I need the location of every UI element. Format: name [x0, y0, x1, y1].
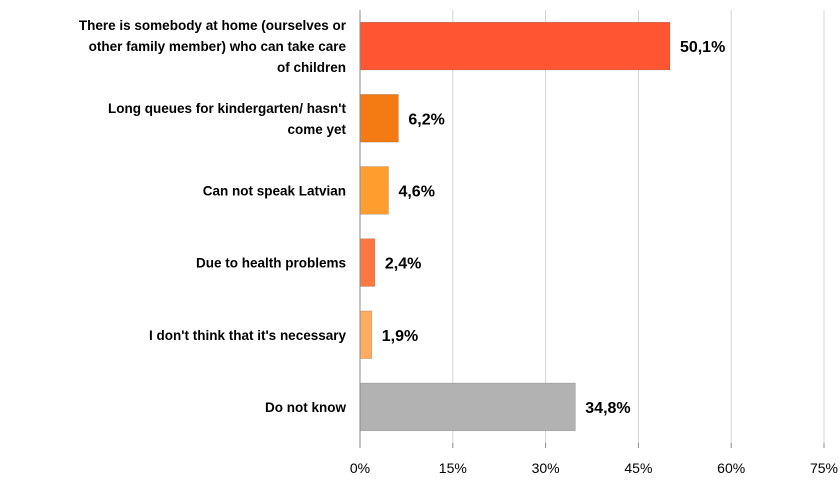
- data-label: 50,1%: [680, 39, 725, 56]
- category-label: Can not speak Latvian: [203, 183, 346, 198]
- gridlines: [452, 10, 825, 443]
- category-labels: There is somebody at home (ourselves or o…: [79, 18, 347, 415]
- value-labels: 50,1% 6,2% 4,6% 2,4% 1,9% 34,8%: [382, 39, 726, 417]
- category-label: Long queues for kindergarten/ hasn't come…: [108, 101, 346, 137]
- bar: [359, 238, 376, 287]
- category-label: Do not know: [265, 400, 346, 415]
- data-label: 34,8%: [585, 400, 630, 417]
- bar: [359, 21, 671, 71]
- bars: [359, 21, 671, 432]
- data-label: 1,9%: [382, 328, 418, 345]
- x-tick-label: 45%: [624, 460, 652, 476]
- x-tick-label: 15%: [439, 460, 467, 476]
- data-label: 6,2%: [408, 111, 444, 128]
- bar: [359, 310, 373, 359]
- bar: [359, 382, 576, 432]
- x-tick-label: 0%: [350, 460, 370, 476]
- category-label: There is somebody at home (ourselves or o…: [79, 18, 347, 75]
- x-axis-ticks: 0% 15% 30% 45% 60% 75%: [350, 443, 838, 476]
- category-label: Due to health problems: [196, 256, 346, 271]
- x-tick-label: 75%: [810, 460, 838, 476]
- x-tick-label: 60%: [717, 460, 745, 476]
- bar: [359, 166, 389, 215]
- category-label: I don't think that it's necessary: [149, 328, 346, 343]
- x-tick-label: 30%: [532, 460, 560, 476]
- bar: [359, 94, 399, 143]
- data-label: 4,6%: [398, 183, 434, 200]
- data-label: 2,4%: [385, 256, 421, 273]
